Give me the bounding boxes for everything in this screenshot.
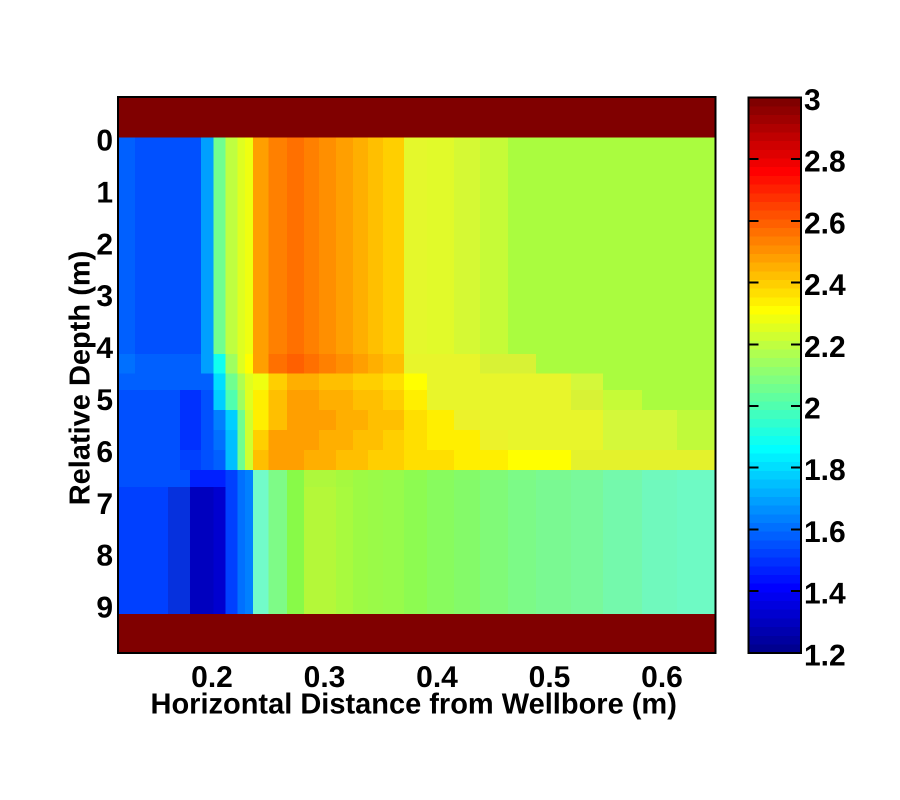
- svg-text:0.5: 0.5: [529, 661, 571, 694]
- svg-text:9: 9: [96, 592, 113, 625]
- svg-text:2: 2: [96, 228, 113, 261]
- svg-text:1.4: 1.4: [804, 578, 846, 611]
- svg-text:2.8: 2.8: [804, 146, 846, 179]
- svg-text:8: 8: [96, 540, 113, 573]
- svg-text:3: 3: [804, 84, 821, 117]
- svg-text:2.6: 2.6: [804, 207, 846, 240]
- svg-text:4: 4: [96, 332, 113, 365]
- svg-text:0: 0: [96, 125, 113, 158]
- svg-text:0.6: 0.6: [641, 661, 683, 694]
- svg-text:0.2: 0.2: [191, 661, 233, 694]
- svg-text:5: 5: [96, 384, 113, 417]
- svg-text:1.8: 1.8: [804, 454, 846, 487]
- svg-text:Horizontal Distance from Wellb: Horizontal Distance from Wellbore (m): [151, 689, 677, 721]
- svg-text:1.2: 1.2: [804, 639, 846, 672]
- svg-text:2.4: 2.4: [804, 269, 846, 302]
- svg-text:1: 1: [96, 176, 113, 209]
- svg-text:7: 7: [96, 488, 113, 521]
- svg-text:6: 6: [96, 436, 113, 469]
- svg-text:2: 2: [804, 393, 821, 426]
- svg-text:0.3: 0.3: [304, 661, 346, 694]
- svg-text:Relative Depth (m): Relative Depth (m): [65, 251, 97, 506]
- svg-text:3: 3: [96, 280, 113, 313]
- svg-text:0.4: 0.4: [416, 661, 458, 694]
- svg-text:1.6: 1.6: [804, 516, 846, 549]
- svg-text:2.2: 2.2: [804, 331, 846, 364]
